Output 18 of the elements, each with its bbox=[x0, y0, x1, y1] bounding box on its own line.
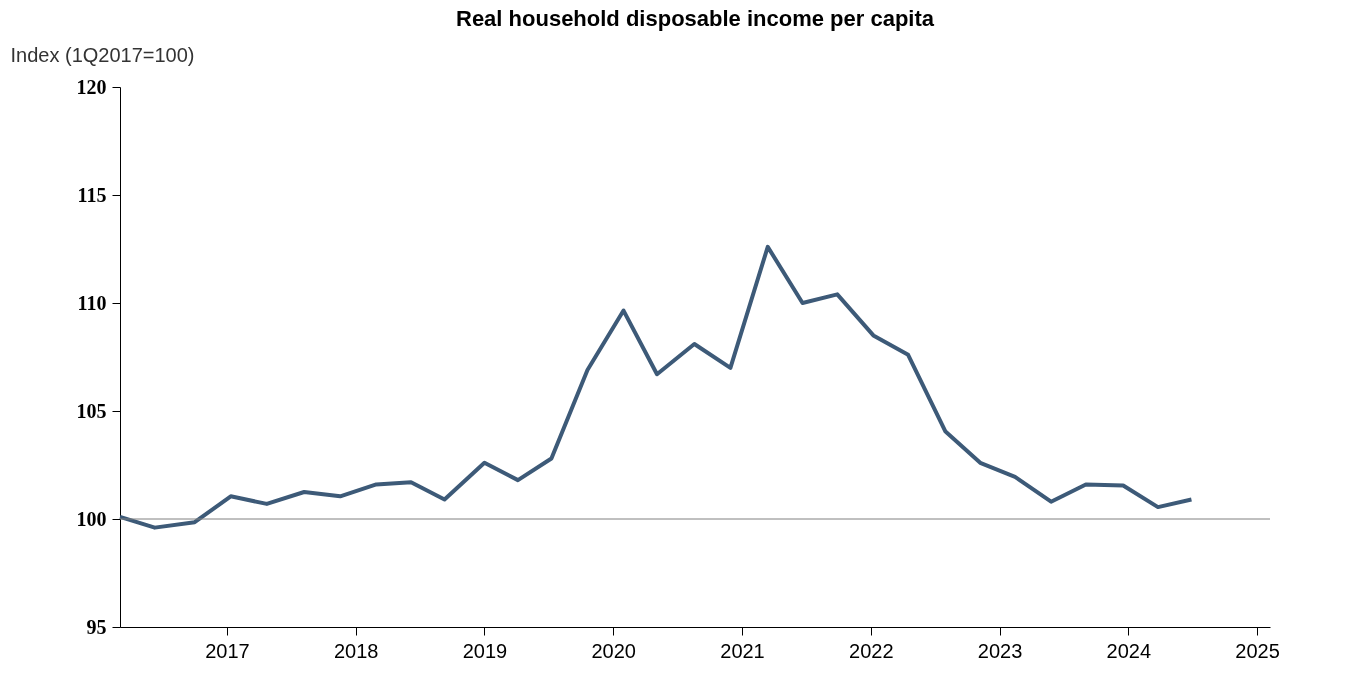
chart-title: Real household disposable income per capita bbox=[455, 6, 935, 31]
y-tick-label: 105 bbox=[76, 399, 107, 422]
y-tick-label: 120 bbox=[76, 75, 107, 98]
y-axis-title: Index (1Q2017=100) bbox=[10, 43, 195, 66]
x-tick-label: 2024 bbox=[1106, 639, 1152, 662]
x-tick-label: 2021 bbox=[720, 639, 765, 662]
x-tick-label: 2017 bbox=[205, 639, 250, 662]
x-tick-label: 2018 bbox=[333, 639, 379, 662]
x-tick-label: 2023 bbox=[977, 639, 1023, 662]
line-series bbox=[118, 244, 1194, 530]
x-tick-label: 2022 bbox=[849, 639, 894, 662]
y-tick-label: 110 bbox=[77, 291, 107, 314]
y-tick-label: 100 bbox=[76, 507, 107, 530]
y-tick-label: 115 bbox=[77, 183, 107, 206]
x-tick-label: 2019 bbox=[462, 639, 508, 662]
x-tick-label: 2020 bbox=[591, 639, 636, 662]
y-tick-label: 95 bbox=[86, 615, 107, 638]
x-tick-label: 2025 bbox=[1235, 639, 1280, 662]
